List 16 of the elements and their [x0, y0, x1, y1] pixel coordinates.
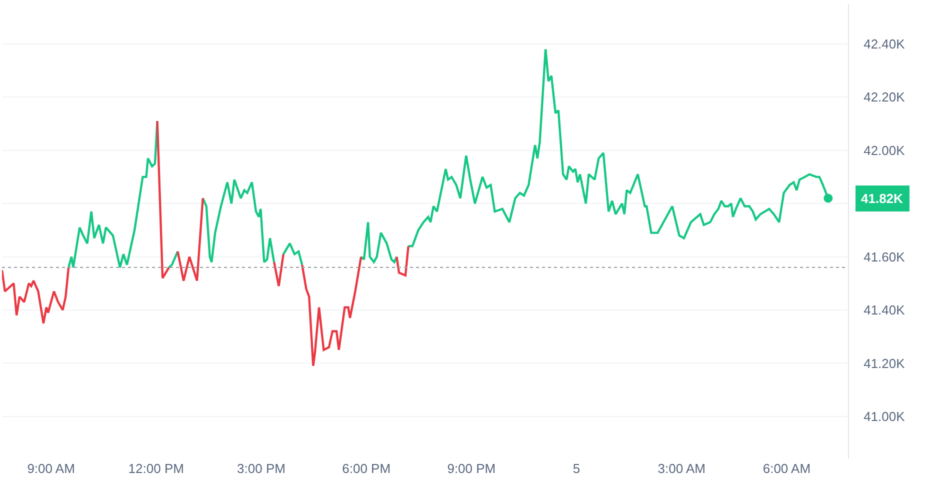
x-tick-label: 9:00 PM: [447, 461, 496, 476]
y-tick-label: 42.00K: [864, 142, 906, 158]
x-tick-label: 6:00 PM: [342, 461, 391, 476]
y-tick-label: 41.40K: [864, 302, 906, 318]
y-tick-label: 42.40K: [864, 36, 906, 52]
y-tick-label: 41.20K: [864, 356, 906, 371]
x-tick-label: 12:00 PM: [128, 461, 184, 476]
x-tick-label: 5: [572, 461, 580, 476]
y-tick-label: 41.60K: [864, 249, 906, 264]
annotation: 41.82K: [861, 191, 904, 206]
x-tick-label: 3:00 AM: [658, 461, 706, 476]
x-tick-label: 9:00 AM: [27, 461, 75, 476]
x-tick-label: 6:00 AM: [762, 461, 811, 476]
y-tick-label: 41.00K: [864, 408, 906, 424]
x-tick-label: 3:00 PM: [237, 461, 286, 476]
y-tick-label: 42.20K: [864, 90, 906, 105]
